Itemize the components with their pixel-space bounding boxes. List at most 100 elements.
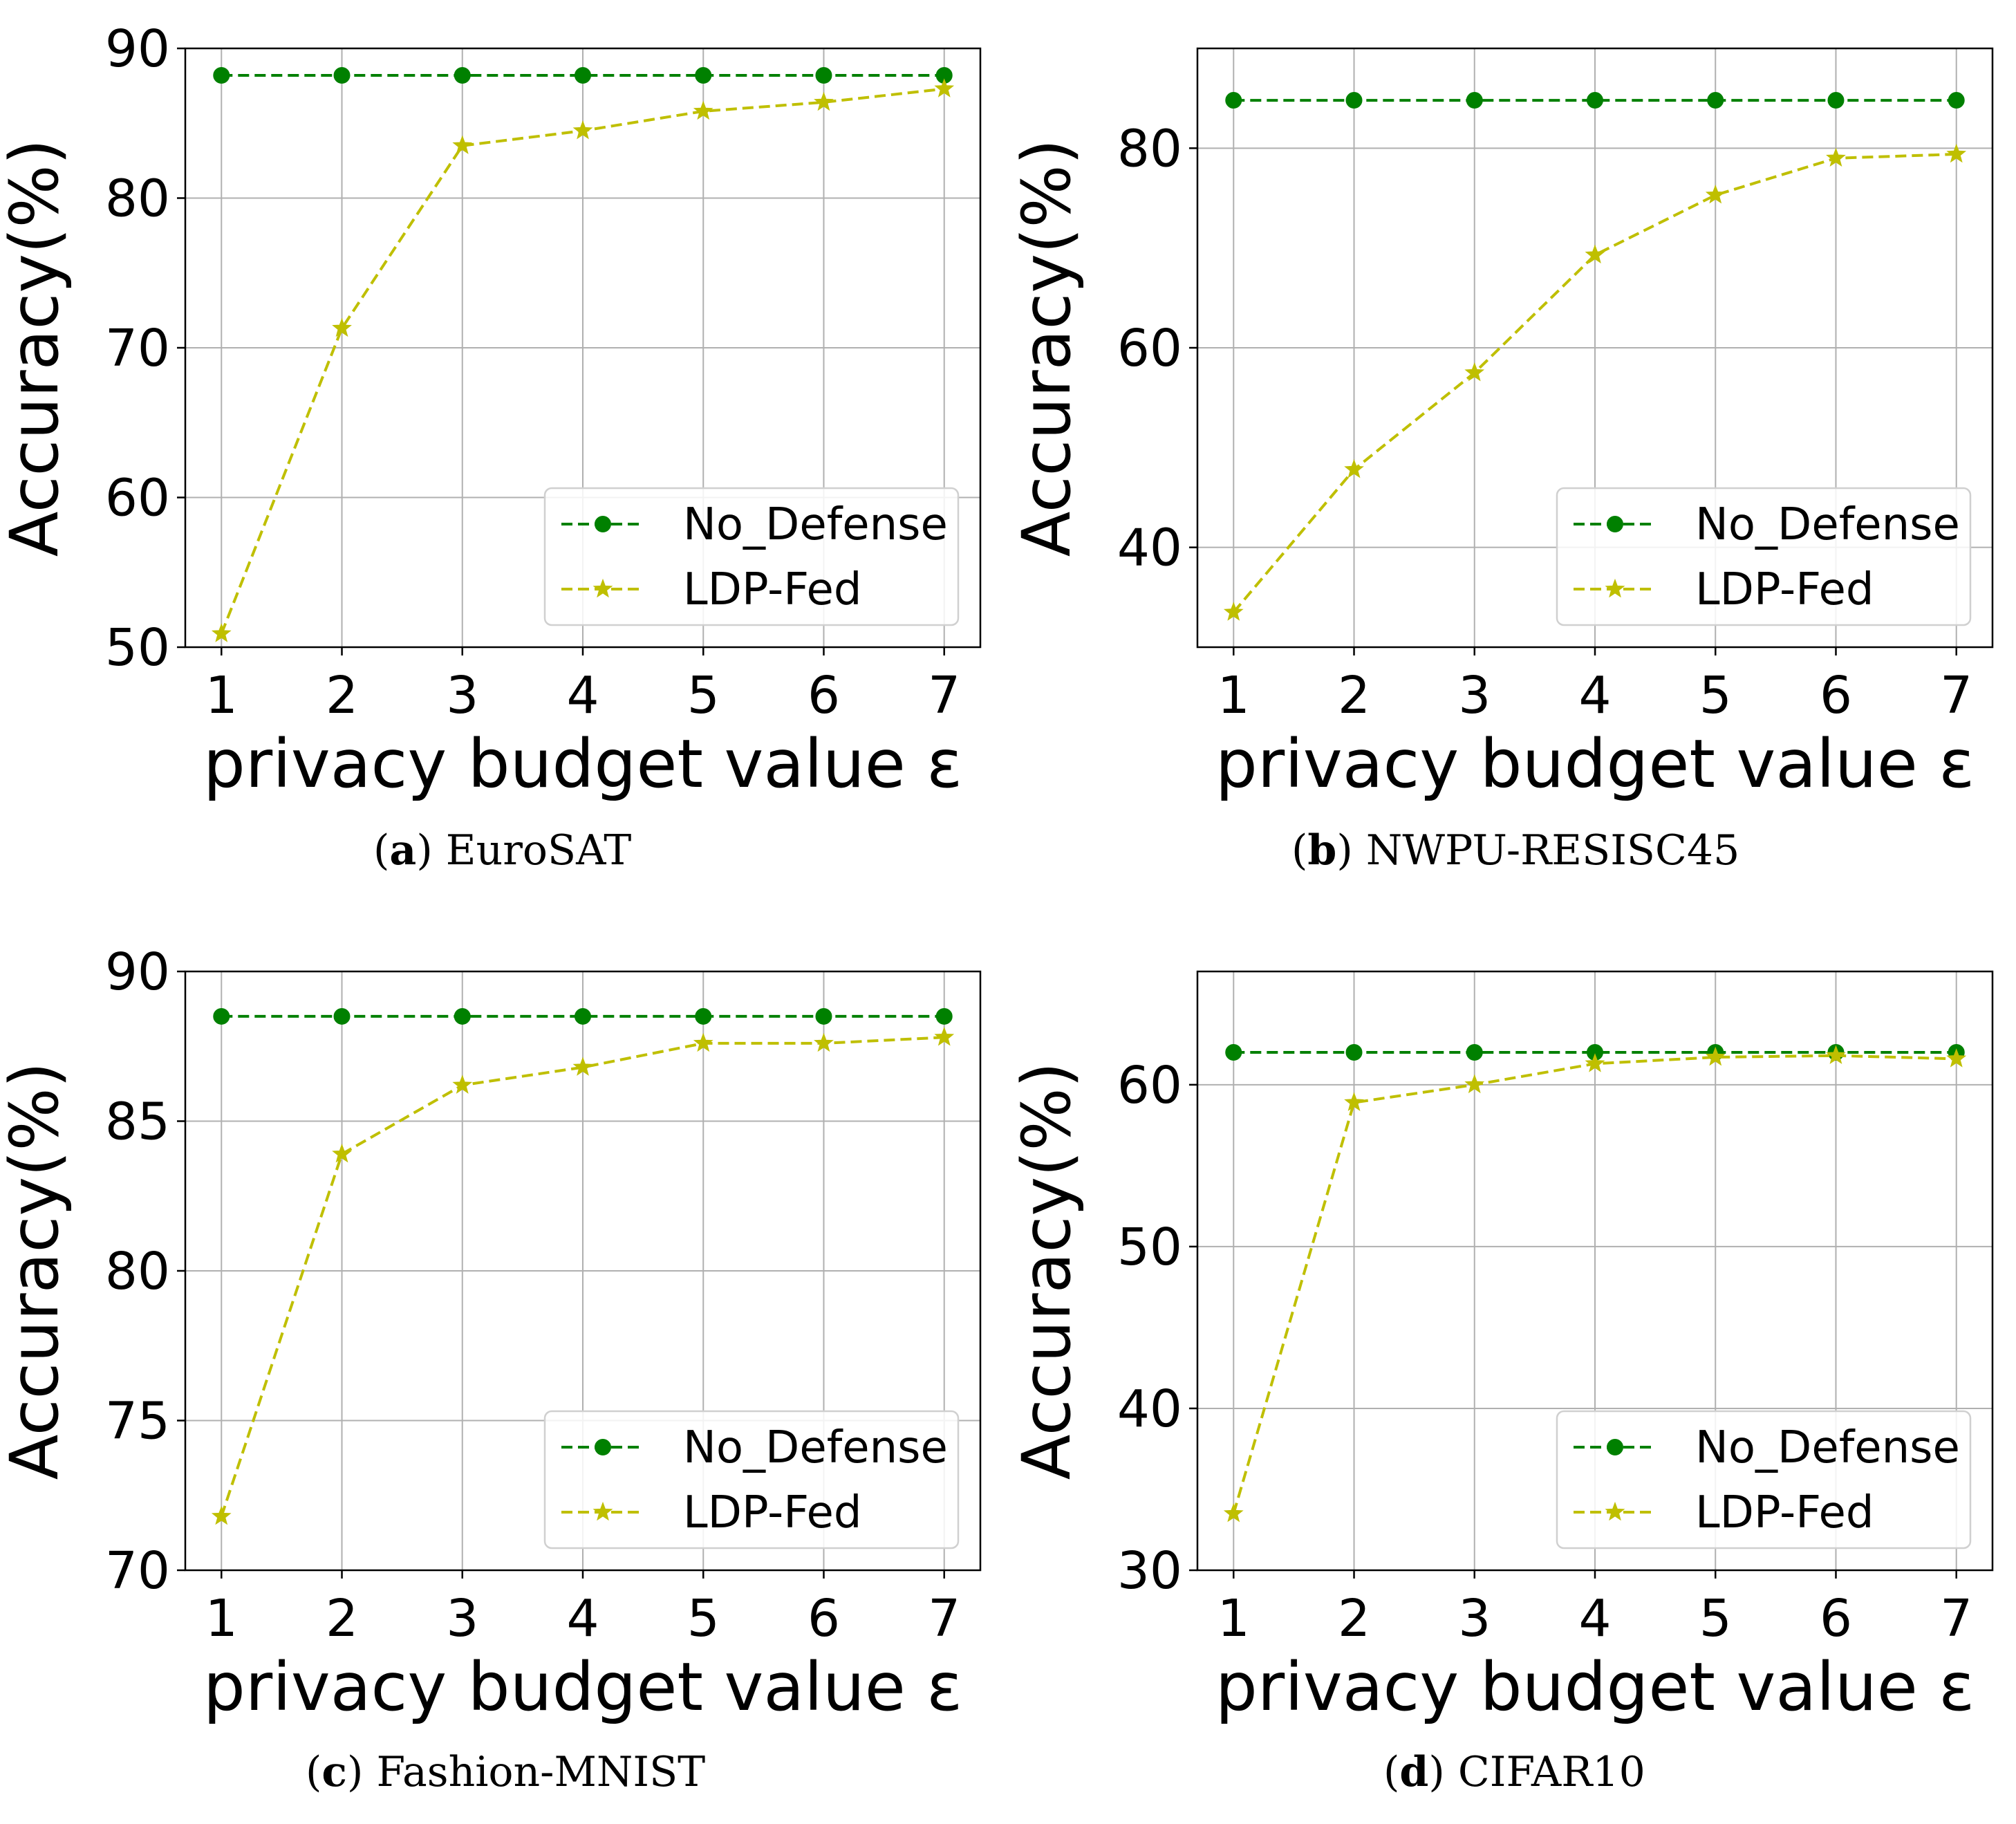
chart-d-point-ldp-fed	[1464, 1074, 1485, 1094]
chart-d-ytick-label: 40	[1117, 1379, 1182, 1439]
chart-a-ytick-label: 80	[105, 169, 170, 229]
chart-c-legend: No_Defense LDP-Fed	[543, 1410, 960, 1550]
chart-d-ytick-label: 30	[1117, 1541, 1182, 1601]
caption-d-letter: d	[1399, 1748, 1429, 1796]
chart-d-xtick-label: 3	[1458, 1589, 1491, 1648]
chart-c-point-ldp-fed	[211, 1506, 232, 1525]
chart-d-legend: No_Defense LDP-Fed	[1556, 1410, 1972, 1550]
chart-d-xtick-label: 4	[1578, 1589, 1611, 1648]
chart-c-ytick-label: 80	[105, 1242, 170, 1301]
chart-a-legend-label: LDP-Fed	[683, 564, 862, 615]
chart-c-ytick-label: 70	[105, 1541, 170, 1601]
chart-c-point-no-defense	[575, 1007, 591, 1025]
chart-a-ylabel: Accuracy(%)	[0, 139, 73, 557]
chart-b-xtick-label: 6	[1820, 666, 1852, 725]
chart-c-xlabel: privacy budget value ε	[203, 1648, 962, 1726]
chart-a-ytick-label: 50	[105, 618, 170, 678]
chart-d-ytick-label: 50	[1117, 1218, 1182, 1277]
chart-b-point-no-defense	[1225, 92, 1242, 109]
chart-b-xtick-label: 3	[1458, 666, 1491, 725]
chart-b-xlabel: privacy budget value ε	[1215, 725, 1975, 803]
caption-c: (c) Fashion-MNIST	[306, 1748, 706, 1796]
chart-b-point-no-defense	[1827, 92, 1845, 109]
chart-a-xtick-label: 3	[446, 666, 478, 725]
chart-b-legend-label: LDP-Fed	[1695, 564, 1874, 615]
chart-d-point-ldp-fed	[1585, 1053, 1605, 1072]
chart-d-ylabel: Accuracy(%)	[1008, 1062, 1085, 1480]
chart-c-legend-swatch-marker	[595, 1439, 611, 1455]
chart-c-legend-label: LDP-Fed	[683, 1487, 862, 1538]
chart-c-legend-box	[543, 1410, 960, 1550]
chart-b-xtick-label: 2	[1338, 666, 1370, 725]
chart-c-ytick-label: 85	[105, 1092, 170, 1152]
chart-a-point-ldp-fed	[211, 623, 232, 642]
chart-b-point-ldp-fed	[1826, 147, 1846, 167]
chart-a-point-no-defense	[333, 66, 351, 84]
chart-d-point-ldp-fed	[1223, 1503, 1244, 1523]
chart-c-xtick-label: 3	[446, 1589, 478, 1648]
chart-a-xtick-label: 5	[687, 666, 720, 725]
chart-c-point-ldp-fed	[693, 1032, 713, 1052]
chart-d-point-ldp-fed	[1946, 1048, 1967, 1068]
chart-a-xlabel: privacy budget value ε	[203, 725, 962, 803]
chart-d-legend-swatch-marker	[1607, 1439, 1623, 1455]
chart-c-point-no-defense	[695, 1007, 712, 1025]
caption-d: (d) CIFAR10	[1383, 1748, 1645, 1796]
chart-a-legend-swatch-marker	[595, 516, 611, 532]
chart-a-point-no-defense	[575, 66, 591, 84]
chart-a-xtick-label: 6	[808, 666, 840, 725]
chart-d-point-ldp-fed	[1705, 1046, 1726, 1066]
chart-c-legend-swatch-marker	[592, 1501, 613, 1521]
chart-a-legend-swatch-marker	[592, 578, 613, 598]
chart-b-point-no-defense	[1345, 92, 1363, 109]
chart-b-legend-swatch-marker	[1605, 578, 1625, 598]
chart-a-xtick-label: 1	[205, 666, 238, 725]
chart-b-point-no-defense	[1948, 92, 1965, 109]
chart-a-xtick-label: 2	[326, 666, 358, 725]
chart-b-point-no-defense	[1587, 92, 1603, 109]
chart-d-legend-label: No_Defense	[1695, 1422, 1960, 1473]
chart-b-legend-swatch-marker	[1607, 516, 1623, 532]
chart-d-legend-box	[1556, 1410, 1972, 1550]
chart-d-xtick-label: 7	[1940, 1589, 1972, 1648]
chart-b-legend-label: No_Defense	[1695, 499, 1960, 550]
chart-c-point-ldp-fed	[572, 1057, 593, 1076]
chart-b-point-ldp-fed	[1946, 143, 1967, 163]
chart-a-point-no-defense	[695, 66, 712, 84]
chart-a-point-no-defense	[454, 66, 471, 84]
chart-d-point-ldp-fed	[1826, 1045, 1846, 1064]
chart-a-legend: No_Defense LDP-Fed	[543, 487, 960, 626]
caption-a-name: EuroSAT	[445, 826, 632, 875]
chart-a-point-ldp-fed	[332, 317, 352, 337]
caption-b-letter: b	[1307, 826, 1337, 875]
chart-c-ytick-label: 75	[105, 1392, 170, 1451]
chart-a-legend-label: No_Defense	[683, 499, 948, 550]
chart-a-point-no-defense	[213, 66, 230, 84]
chart-d-point-no-defense	[1225, 1044, 1242, 1061]
chart-a-ytick-label: 90	[105, 19, 170, 79]
caption-b: (b) NWPU-RESISC45	[1291, 826, 1740, 875]
chart-c-ylabel: Accuracy(%)	[0, 1062, 73, 1480]
chart-a-xtick-label: 4	[566, 666, 599, 725]
chart-c-xtick-label: 4	[566, 1589, 599, 1648]
chart-c: 1 2 3 4 5 6 7 70 75 80 85 90 privacy budget value ε A…	[0, 942, 982, 1726]
caption-d-name: CIFAR10	[1457, 1748, 1645, 1796]
chart-a-point-ldp-fed	[934, 78, 955, 97]
chart-b-point-ldp-fed	[1464, 362, 1485, 382]
chart-a-point-ldp-fed	[572, 120, 593, 140]
chart-c-xtick-label: 6	[808, 1589, 840, 1648]
chart-b-ylabel: Accuracy(%)	[1008, 139, 1085, 557]
chart-b-xtick-label: 1	[1217, 666, 1250, 725]
chart-d-legend-swatch-marker	[1605, 1501, 1625, 1521]
chart-d-ytick-label: 60	[1117, 1056, 1182, 1115]
caption-c-letter: c	[321, 1748, 347, 1796]
chart-b-ytick-label: 80	[1117, 119, 1182, 178]
chart-a-point-ldp-fed	[814, 91, 834, 111]
chart-b-xtick-label: 5	[1699, 666, 1732, 725]
chart-a: 1 2 3 4 5 6 7 50 60 70 80 90 privacy budget value ε A…	[0, 19, 982, 803]
chart-d-xlabel: privacy budget value ε	[1215, 1648, 1975, 1726]
chart-a-ytick-label: 60	[105, 469, 170, 528]
caption-b-name: NWPU-RESISC45	[1365, 826, 1740, 875]
